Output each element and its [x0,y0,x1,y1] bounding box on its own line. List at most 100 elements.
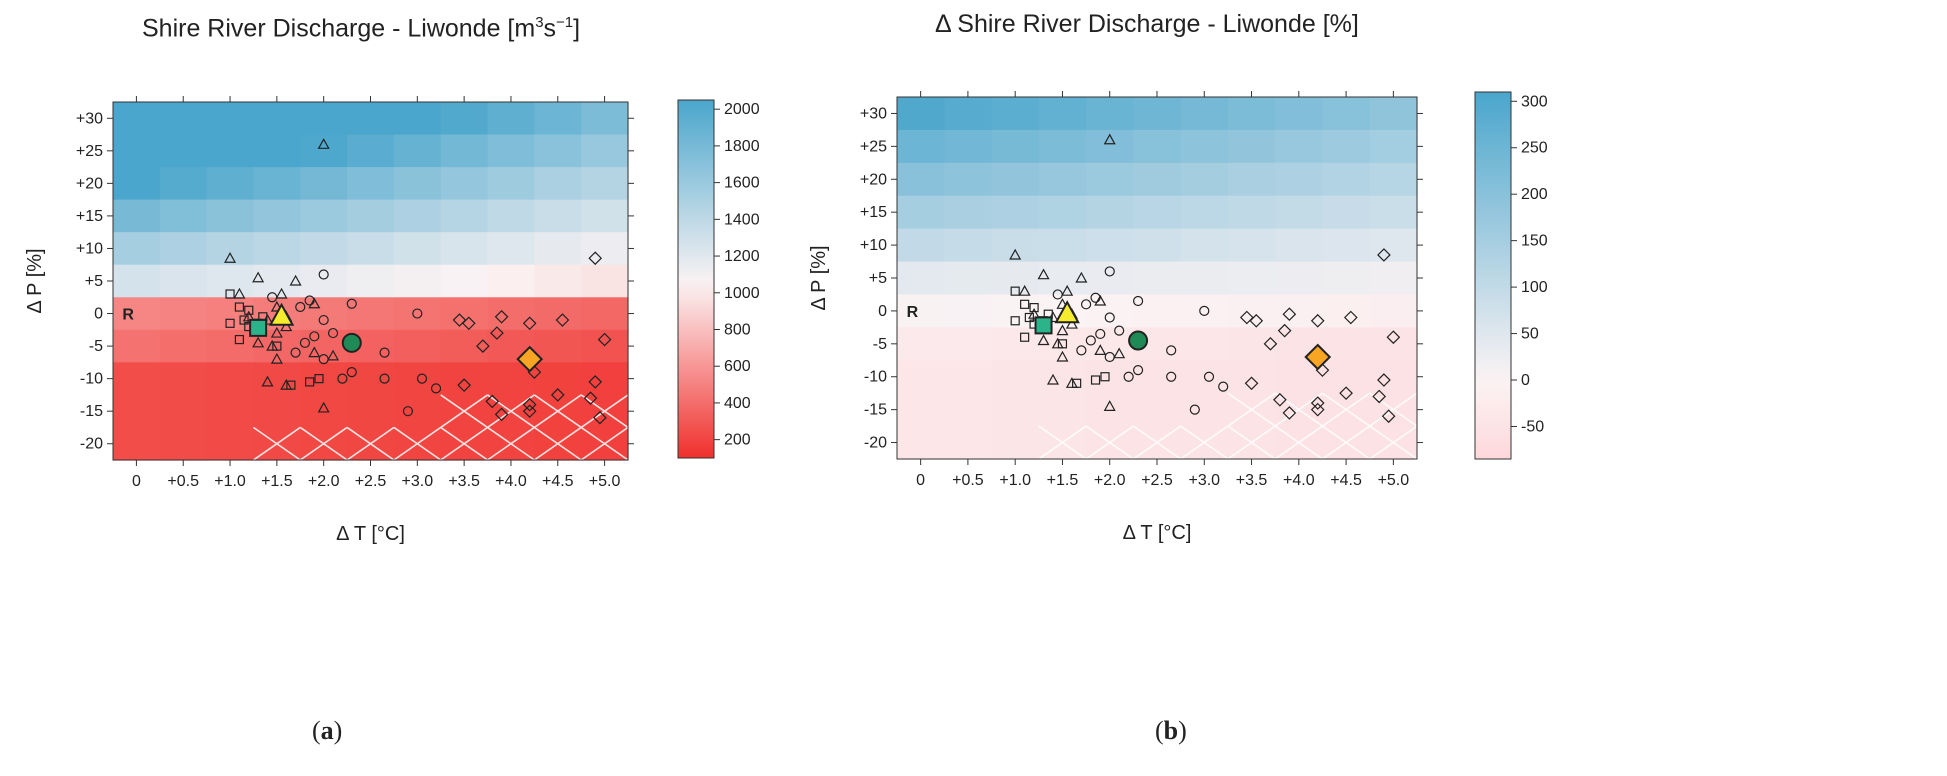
heatmap-cell [944,360,993,394]
circle-marker [318,314,329,326]
circle-marker [1166,371,1177,382]
heatmap-cell [1322,195,1371,230]
diamond-marker [1381,409,1396,424]
heatmap-cell [1180,162,1229,197]
chart-title-a: Shire River Discharge - Liwonde [m3s−1] [142,14,581,43]
triangle-marker [1094,294,1107,306]
heatmap-cell [1133,360,1182,394]
colorbar-tick-label: 1400 [724,211,760,228]
hatch-line [299,426,348,461]
triangle-marker [224,251,237,263]
heatmap-cells [113,102,629,461]
y-tick-label: +5 [85,273,103,290]
triangle-marker [1037,268,1050,280]
heatmap-cell [897,294,945,328]
heatmap-cell [1275,228,1324,263]
hatch-line [1369,425,1418,460]
x-tick-label: 0 [132,473,141,490]
hatch-marks [1038,392,1418,460]
y-tick-label: +30 [76,110,103,127]
triangle-marker [252,336,265,348]
heatmap-cell [1038,195,1087,230]
heatmap-cell [206,427,255,461]
y-tick-label: -15 [864,402,887,419]
heatmap-cell [897,97,945,131]
heatmap-cell [1227,228,1276,263]
y-tick-label: +15 [860,204,887,221]
diamond-marker [1310,396,1325,410]
y-tick-label: +15 [76,208,103,225]
triangle-marker [270,352,283,364]
heatmap-cell [347,167,395,201]
triangle-marker [1046,373,1060,385]
heatmap-cell [1180,294,1229,328]
heatmap-cell [440,102,489,136]
heatmap-b: +30 +25 +20 +15 +10 +5 0 -5 -10 -15 -20 0 +0.5 +1.0 +1… [808,91,1548,544]
panel-b: Δ Shire River Discharge - Liwonde [%] +3… [780,0,1580,776]
heatmap-cell [581,199,629,233]
heatmap-cell [1227,261,1276,296]
circle-marker [402,406,414,417]
heatmap-cell [944,162,993,197]
colorbar-tick-label: 800 [724,321,751,338]
diamond-marker [1310,313,1325,328]
heatmap-cell [393,134,442,168]
diamond-marker [461,316,476,331]
colorbar-tick-label: 200 [1521,186,1548,203]
diamond-marker [1282,406,1297,420]
heatmap-cell [440,329,489,363]
heatmap-cell [1180,97,1229,131]
heatmap-cell [1369,360,1418,394]
y-tick-label: -5 [873,336,887,353]
circle-marker [295,301,306,313]
heatmap-cell [253,362,301,396]
heatmap-cell [440,232,489,266]
heatmap-cell [487,232,535,266]
heatmap-cell [253,134,301,168]
circle-marker [1199,305,1210,317]
triangle-marker [1075,271,1088,283]
square-marker [1072,378,1082,388]
hatch-line [1369,392,1418,427]
x-tick-label: +0.5 [167,473,199,490]
heatmap-a: +30 +25 +20 +15 +10 +5 0 -5 -10 -15 -20 0 +0.5 +1.0 +1… [24,96,760,545]
heatmap-cell [1322,294,1371,328]
x-axis-label: Δ T [°C] [336,523,405,545]
heatmap-cell [1038,162,1087,197]
circle-marker [1189,404,1200,415]
heatmap-cell [300,362,348,396]
y-tick-label: -15 [80,403,103,420]
heatmap-cell [1133,261,1182,296]
colorbar-tick-label: 2000 [724,101,760,118]
heatmap-cell [1180,393,1229,427]
heatmap-cell [1227,162,1276,197]
heatmap-cell [347,394,395,429]
heatmap-cell [206,199,255,233]
heatmap-cell [1227,129,1276,164]
diamond-marker [1249,313,1264,328]
triangle-marker [1113,347,1126,359]
colorbar-ticks: 300 250 200 150 100 50 0 -50 [1511,93,1548,435]
y-tick-label: +25 [860,138,887,155]
heatmap-cell [440,264,489,298]
triangle-marker [252,271,265,283]
colorbar [677,99,715,459]
chart-title-b: Δ Shire River Discharge - Liwonde [%] [935,10,1359,38]
reference-marker: R [907,304,919,321]
scenario-markers [1009,133,1401,424]
triangle-marker [1009,248,1022,260]
heatmap-cell [581,134,629,168]
triangle-marker [275,287,288,299]
heatmap-cell [1322,360,1371,394]
heatmap-cell [944,261,993,296]
heatmap-cell [1038,97,1087,131]
circle-marker [1104,312,1115,323]
circle-marker [267,292,278,303]
heatmap-cell [1275,97,1324,131]
diamond-marker [1377,248,1391,262]
heatmap-cell [159,102,208,136]
heatmap-cell [159,297,208,331]
heatmap-cell [253,199,301,233]
x-tick-label: +4.0 [1283,472,1315,489]
circle-marker [1076,345,1087,356]
